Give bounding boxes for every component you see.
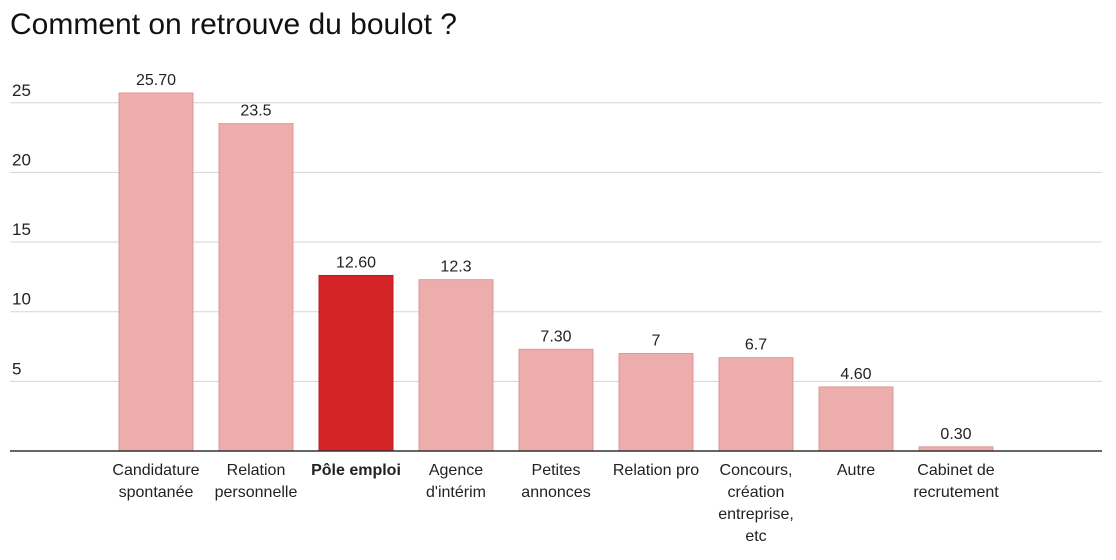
x-tick-label-8: Cabinet de recrutement [913,462,999,501]
x-tick-label-line: d'intérim [426,484,486,501]
y-tick-label-20: 20 [12,150,31,169]
x-tick-label-line: annonces [521,484,590,501]
x-tick-label-line: Relation [227,462,286,479]
x-tick-label-line: recrutement [913,484,999,501]
y-tick-label-15: 15 [12,220,31,239]
x-tick-label-line: Petites [532,462,581,479]
x-tick-label-line: personnelle [215,484,298,501]
x-tick-label-line: Agence [429,462,483,479]
chart-title: Comment on retrouve du boulot ? [10,8,457,41]
data-label-2: 12.60 [336,254,376,271]
x-tick-label-4: Petites annonces [521,462,590,501]
data-label-3: 12.3 [440,259,471,276]
bar-5 [618,352,694,452]
data-label-0: 25.70 [136,72,176,89]
y-tick-label-5: 5 [12,359,21,378]
x-tick-label-line: Concours, [720,462,793,479]
y-tick-label-25: 25 [12,81,31,100]
data-label-6: 6.7 [745,337,767,354]
x-tick-label-line: Candidature [112,462,199,479]
bar-7 [818,386,894,452]
x-tick-label-2: Pôle emploi [311,462,401,479]
bar-0 [118,92,194,452]
bar-4 [518,348,594,452]
bar-1 [218,123,294,452]
x-tick-label-7: Autre [837,462,875,479]
x-tick-label-line: Autre [837,462,875,479]
data-label-7: 4.60 [840,366,871,383]
bar-2 [318,274,394,452]
x-tick-label-1: Relation personnelle [215,462,298,501]
y-tick-label-10: 10 [12,290,31,309]
x-tick-label-5: Relation pro [613,462,699,479]
data-label-4: 7.30 [540,328,571,345]
data-label-1: 23.5 [240,103,271,120]
data-label-8: 0.30 [940,426,971,443]
x-tick-label-line: spontanée [119,484,194,501]
x-tick-label-line: Relation pro [613,462,699,479]
x-tick-label-line: Cabinet de [917,462,994,479]
bar-6 [718,357,794,452]
x-tick-label-line: etc [745,528,766,545]
x-tick-label-6: Concours, création entreprise, etc [718,462,794,545]
x-tick-label-3: Agence d'intérim [426,462,486,501]
x-tick-label-line: Pôle emploi [311,462,401,479]
x-tick-label-0: Candidature spontanée [112,462,199,501]
data-label-5: 7 [652,332,661,349]
x-tick-label-line: création [728,484,785,501]
x-tick-label-line: entreprise, [718,506,794,523]
bar-3 [418,279,494,452]
